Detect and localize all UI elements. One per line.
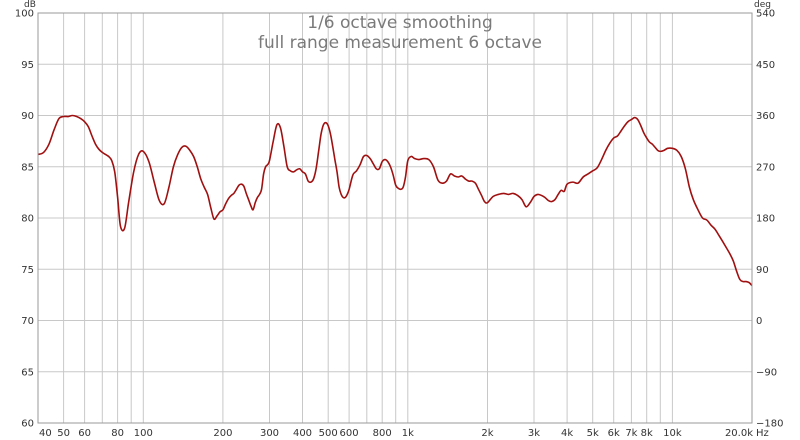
x-tick-label: 4k [561,428,573,439]
x-tick-label: 300 [260,428,279,439]
x-tick-label: 600 [340,428,359,439]
x-tick-label: 8k [641,428,653,439]
y-axis-unit: dB [24,0,36,10]
y2-tick-label: −90 [756,367,777,378]
series-layer [37,114,753,287]
y-tick-label: 85 [21,162,34,173]
x-tick-label: 1k [402,428,414,439]
x-tick-label: 800 [373,428,392,439]
x-tick-label: 10k [663,428,682,439]
y-tick-label: 70 [21,316,34,327]
x-tick-label: 3k [528,428,540,439]
y2-tick-label: 180 [756,214,775,225]
plot-frame [37,12,753,424]
y-tick-label: 65 [21,367,34,378]
x-tick-label: 20.0k [725,428,753,439]
x-tick-label: 80 [111,428,124,439]
y2-tick-label: 90 [756,265,769,276]
y-tick-label: 100 [15,9,34,20]
x-tick-label: 7k [625,428,637,439]
x-tick-label: 100 [134,428,153,439]
x-tick-label: 200 [213,428,232,439]
x-tick-label: 500 [319,428,338,439]
y-tick-label: 80 [21,214,34,225]
x-tick-label: 5k [587,428,599,439]
x-tick-label: 6k [608,428,620,439]
y-tick-label: 60 [21,419,34,430]
y-tick-label: 90 [21,111,34,122]
y2-axis-unit: deg [754,0,771,10]
x-tick-label: 50 [57,428,70,439]
y2-tick-label: 270 [756,162,775,173]
chart-subtitle: full range measurement 6 octave [258,33,542,53]
y2-tick-label: −180 [756,419,783,430]
axis-labels: dB deg Hz 60 −180 65 −90 70 0 75 90 80 180 85 270 90… [15,0,784,439]
y-tick-label: 75 [21,265,34,276]
y2-tick-label: 0 [756,316,762,327]
chart-titles: 1/6 octave smoothing full range measurem… [258,13,542,53]
response-curve [37,114,753,287]
x-tick-label: 60 [78,428,91,439]
y2-tick-label: 540 [756,9,775,20]
x-tick-label: 400 [293,428,312,439]
y2-tick-label: 360 [756,111,775,122]
y-tick-label: 95 [21,60,34,71]
x-tick-label: 2k [481,428,493,439]
y2-tick-label: 450 [756,60,775,71]
x-axis-unit: Hz [756,428,769,439]
chart-title: 1/6 octave smoothing [307,13,492,33]
x-tick-label: 40 [39,428,52,439]
